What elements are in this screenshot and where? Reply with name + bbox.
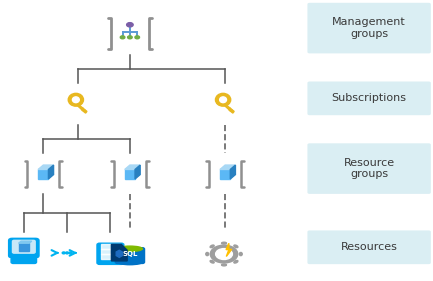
Polygon shape [135,165,140,179]
Text: Subscriptions: Subscriptions [332,93,407,103]
Polygon shape [19,243,29,251]
Polygon shape [111,244,127,261]
Polygon shape [125,165,140,169]
FancyBboxPatch shape [100,244,120,249]
Ellipse shape [117,246,142,251]
FancyBboxPatch shape [100,249,120,253]
Polygon shape [19,241,32,243]
Polygon shape [77,105,87,113]
Ellipse shape [234,245,238,248]
Polygon shape [81,108,84,111]
FancyBboxPatch shape [11,258,36,264]
Polygon shape [226,243,232,257]
Polygon shape [38,169,48,179]
Ellipse shape [210,260,214,263]
Polygon shape [38,165,54,169]
Circle shape [62,252,65,254]
Circle shape [210,245,238,263]
Polygon shape [83,110,85,112]
Circle shape [128,36,132,39]
Circle shape [135,36,139,39]
Ellipse shape [72,97,79,103]
Ellipse shape [220,97,226,103]
Polygon shape [230,165,236,179]
Ellipse shape [222,264,226,266]
FancyBboxPatch shape [13,240,35,253]
Circle shape [66,252,68,254]
Circle shape [120,36,125,39]
Text: Management
groups: Management groups [332,17,406,39]
FancyBboxPatch shape [307,143,431,194]
Text: Resources: Resources [341,242,397,252]
Circle shape [69,252,72,254]
Polygon shape [224,105,234,113]
FancyBboxPatch shape [97,243,124,264]
FancyBboxPatch shape [307,81,431,115]
Text: Resource
groups: Resource groups [343,158,395,179]
Polygon shape [230,110,233,112]
Ellipse shape [68,93,84,106]
Ellipse shape [117,259,142,265]
FancyBboxPatch shape [9,238,39,258]
FancyBboxPatch shape [307,3,431,53]
Ellipse shape [222,242,226,244]
FancyBboxPatch shape [307,230,431,264]
Polygon shape [125,169,135,179]
Circle shape [216,249,233,259]
Ellipse shape [210,245,214,248]
Polygon shape [48,165,54,179]
Polygon shape [220,169,230,179]
FancyBboxPatch shape [100,254,120,259]
Text: SQL: SQL [122,251,138,257]
Polygon shape [116,250,123,257]
Ellipse shape [206,252,209,256]
Ellipse shape [239,252,242,256]
Polygon shape [220,165,236,169]
Polygon shape [229,108,231,111]
Circle shape [126,23,133,27]
Ellipse shape [234,260,238,263]
Ellipse shape [216,93,231,106]
FancyBboxPatch shape [115,248,145,264]
